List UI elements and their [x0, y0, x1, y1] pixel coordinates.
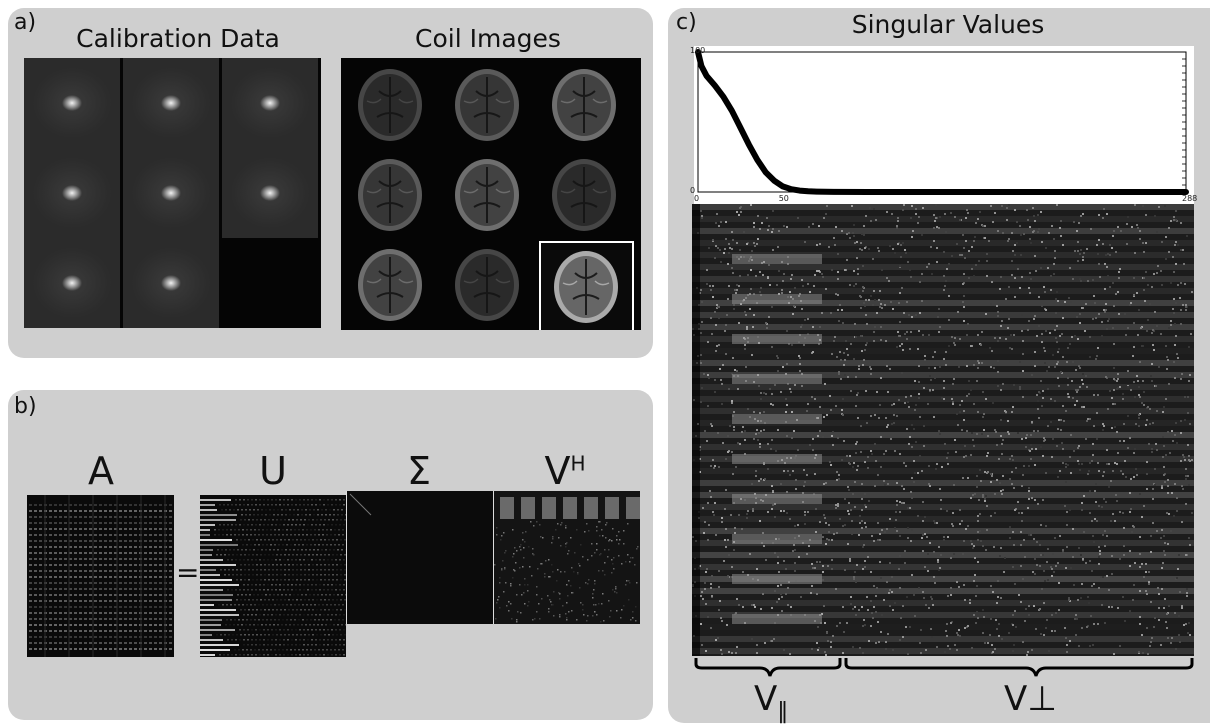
panel-c: c) Singular Values 0 50 288 0 100 V‖ V⊥ [668, 8, 1210, 723]
v-perp-label: V⊥ [1004, 679, 1057, 719]
coil-image [442, 241, 533, 329]
coil-image [442, 151, 533, 239]
panel-a-label: a) [14, 10, 37, 35]
calibration-cell [222, 148, 318, 238]
matrix-vh-label: VH [492, 452, 638, 490]
calibration-cell [24, 148, 120, 238]
calibration-cell [123, 58, 219, 148]
plot-frame [697, 51, 1187, 193]
coil-image [442, 61, 533, 149]
hermitian-superscript: H [570, 451, 586, 476]
equals-sign: = [176, 556, 200, 589]
matrix-sigma-label: Σ [406, 449, 431, 493]
x-tick-label: 288 [1182, 194, 1198, 203]
v-parallel-base: V [754, 679, 778, 719]
singular-values-line [695, 49, 1189, 195]
coil-image [345, 61, 436, 149]
calibration-data-title: Calibration Data [76, 24, 280, 53]
calibration-cell [123, 148, 219, 238]
y-tick-label: 0 [690, 186, 696, 195]
panel-b: b) A U Σ VH = [8, 390, 653, 720]
coil-image [539, 61, 630, 149]
coil-image [345, 151, 436, 239]
x-tick-label: 0 [694, 194, 700, 203]
panel-a: a) Calibration Data Coil Images [8, 8, 653, 358]
panel-b-label: b) [14, 394, 37, 419]
combined-image [539, 241, 634, 330]
x-tick-label: 50 [778, 194, 789, 203]
singular-values-title: Singular Values [851, 10, 1045, 39]
calibration-cell [24, 238, 120, 328]
brace-parallel [694, 658, 842, 677]
calibration-data-image [24, 58, 321, 328]
matrix-u-label: U [259, 449, 287, 493]
brace-group [694, 658, 1194, 677]
coil-images-title: Coil Images [415, 24, 561, 53]
matrix-vh-image [493, 491, 640, 624]
calibration-cell [222, 58, 318, 148]
matrix-u-image [200, 495, 346, 657]
brace-perpendicular [844, 658, 1194, 677]
coil-image [345, 241, 436, 329]
matrix-v-letter: V [544, 449, 571, 493]
calibration-cell [24, 58, 120, 148]
coil-image [539, 151, 630, 239]
v-parallel-label: V‖ [754, 682, 788, 723]
matrix-a-label: A [88, 449, 114, 493]
matrix-sigma-image [346, 491, 493, 624]
y-tick-label: 100 [690, 46, 706, 55]
calibration-cell [222, 238, 318, 328]
singular-values-plot: 0 50 288 0 100 [690, 46, 1198, 206]
sigma-diagonal [349, 493, 372, 516]
coil-images-grid [341, 58, 641, 330]
v-matrix-image [692, 204, 1194, 656]
calibration-cell [123, 238, 219, 328]
matrix-a-image [27, 495, 174, 657]
v-parallel-subscript: ‖ [777, 698, 789, 724]
panel-c-label: c) [676, 10, 697, 35]
